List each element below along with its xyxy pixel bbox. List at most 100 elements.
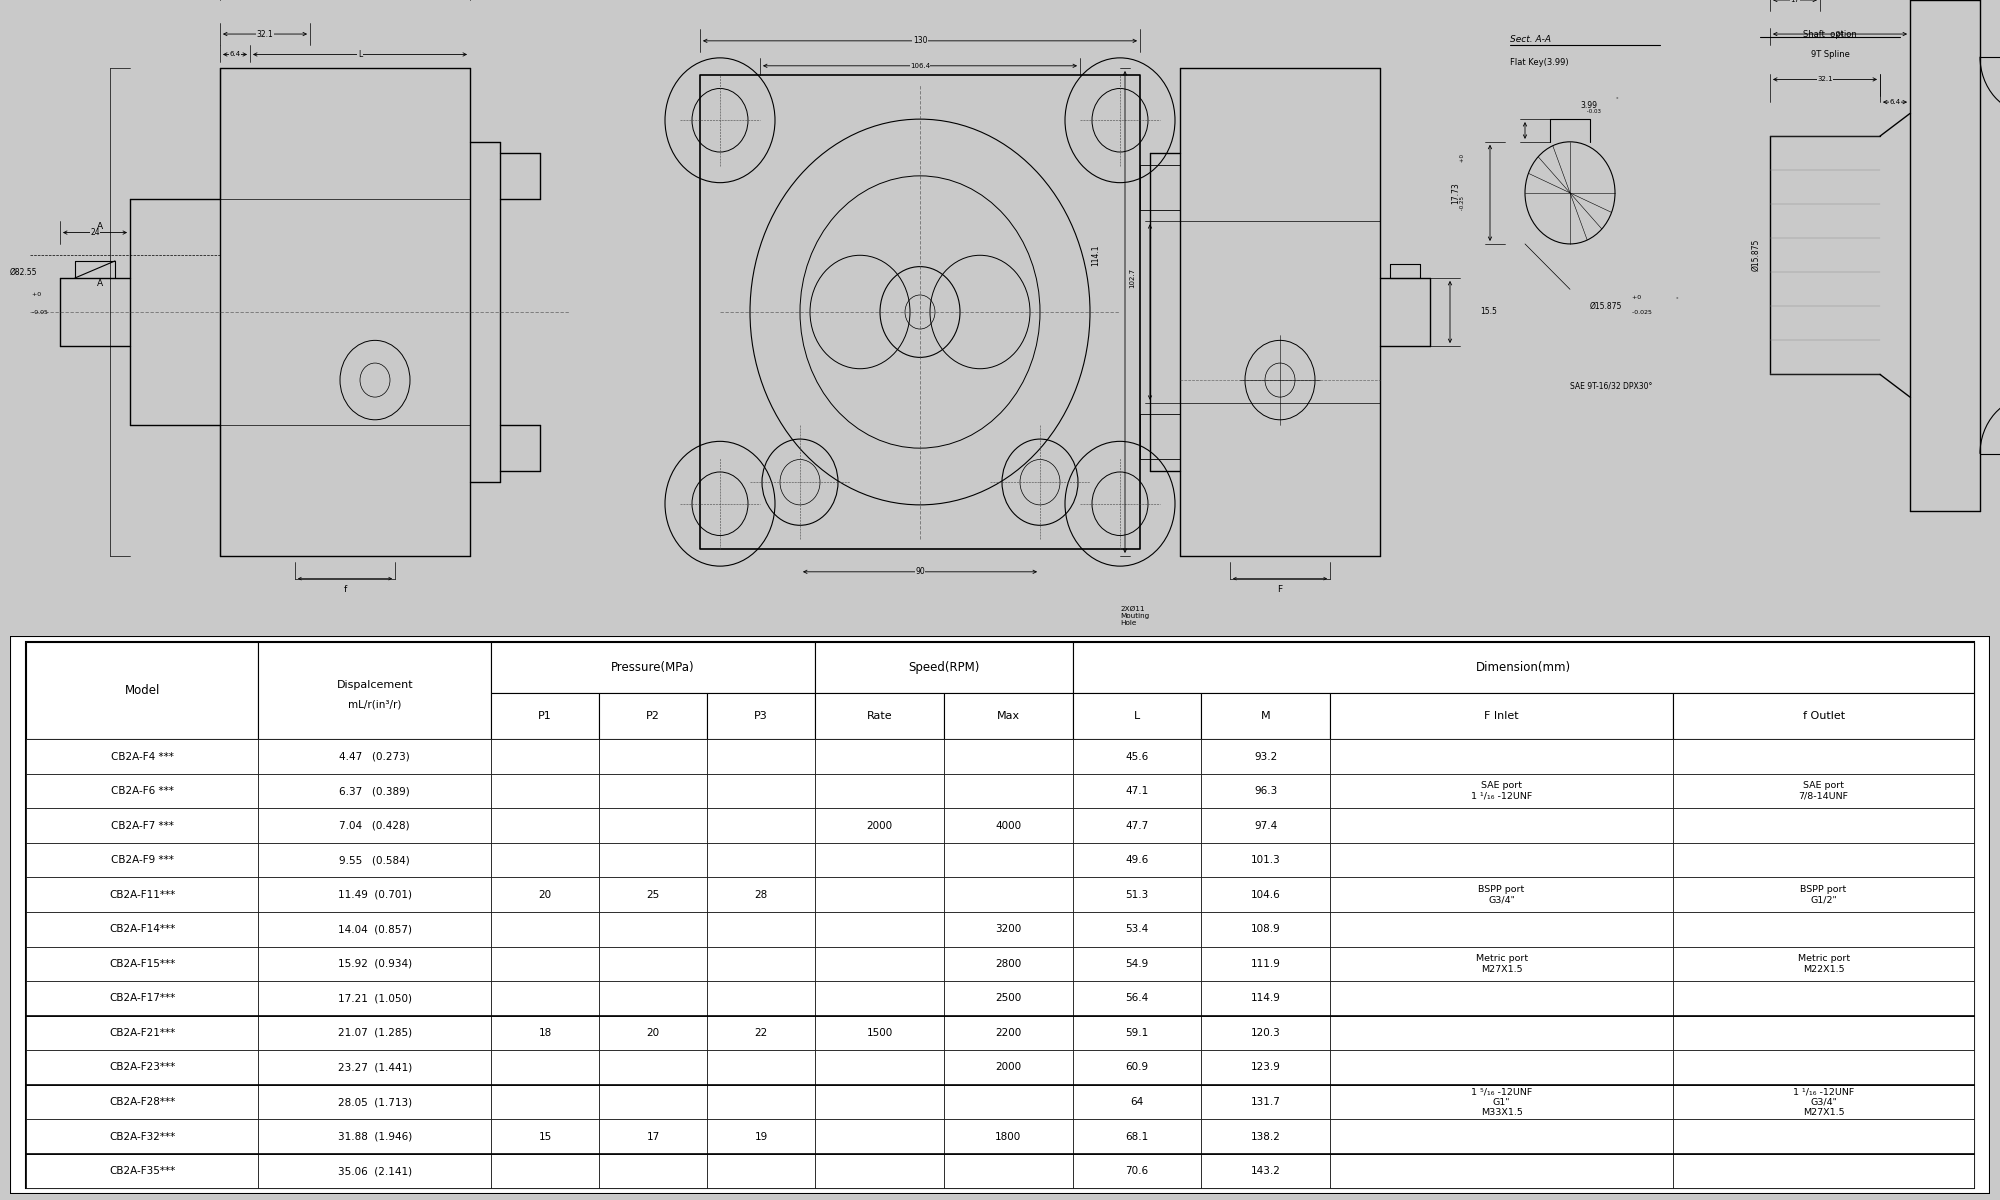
Bar — [944, 842, 1072, 877]
Bar — [1330, 912, 1672, 947]
Text: CB2A-F11***: CB2A-F11*** — [110, 889, 176, 900]
Text: 21.07  (1.285): 21.07 (1.285) — [338, 1028, 412, 1038]
Text: 143.2: 143.2 — [1250, 1166, 1280, 1176]
Bar — [1072, 1120, 1202, 1154]
Text: 20: 20 — [538, 889, 552, 900]
Text: 14.04  (0.857): 14.04 (0.857) — [338, 924, 412, 935]
Bar — [708, 809, 816, 842]
Bar — [816, 774, 944, 809]
Bar — [1202, 912, 1330, 947]
Text: 2200: 2200 — [996, 1028, 1022, 1038]
Text: SAE 9T-16/32 DPX30°: SAE 9T-16/32 DPX30° — [1570, 382, 1652, 390]
Bar — [1072, 694, 1202, 739]
Bar — [944, 947, 1072, 982]
Bar — [26, 842, 258, 877]
Text: 2800: 2800 — [996, 959, 1022, 968]
Bar — [26, 642, 258, 739]
Text: f: f — [344, 586, 346, 594]
Text: 111.9: 111.9 — [1250, 959, 1280, 968]
Bar — [1672, 1015, 1974, 1050]
Text: 2000: 2000 — [866, 821, 892, 830]
Text: 6.4: 6.4 — [230, 52, 240, 58]
Bar — [816, 982, 944, 1015]
Bar — [944, 1050, 1072, 1085]
Text: CB2A-F23***: CB2A-F23*** — [110, 1062, 176, 1073]
Bar — [258, 1050, 492, 1085]
Bar — [708, 1085, 816, 1120]
Bar — [492, 947, 600, 982]
Text: 20: 20 — [646, 1028, 660, 1038]
Bar — [492, 1050, 600, 1085]
Text: -0.25: -0.25 — [1460, 197, 1464, 212]
Bar — [1330, 842, 1672, 877]
Bar — [944, 774, 1072, 809]
Text: 96.3: 96.3 — [1254, 786, 1278, 796]
Text: 35.06  (2.141): 35.06 (2.141) — [338, 1166, 412, 1176]
Text: 23.27  (1.441): 23.27 (1.441) — [338, 1062, 412, 1073]
Text: Sect. A-A: Sect. A-A — [1510, 35, 1552, 44]
Text: 11.49  (0.701): 11.49 (0.701) — [338, 889, 412, 900]
Bar — [708, 912, 816, 947]
Text: Dimension(mm): Dimension(mm) — [1476, 661, 1570, 674]
Text: 47.1: 47.1 — [1126, 786, 1148, 796]
Bar — [1072, 1085, 1202, 1120]
Bar — [1072, 1015, 1202, 1050]
Text: 18: 18 — [538, 1028, 552, 1038]
Text: 54.9: 54.9 — [1126, 959, 1148, 968]
Bar — [26, 877, 258, 912]
Text: Pressure(MPa): Pressure(MPa) — [612, 661, 694, 674]
Bar — [1140, 414, 1180, 460]
Bar — [600, 774, 708, 809]
Bar — [1202, 1050, 1330, 1085]
Text: 4000: 4000 — [996, 821, 1022, 830]
Bar — [944, 1154, 1072, 1188]
Text: 120.3: 120.3 — [1250, 1028, 1280, 1038]
Text: 31.88  (1.946): 31.88 (1.946) — [338, 1132, 412, 1141]
Bar — [1072, 982, 1202, 1015]
Bar — [492, 642, 816, 694]
Bar — [944, 1015, 1072, 1050]
Bar — [1672, 774, 1974, 809]
Bar — [26, 809, 258, 842]
Bar — [492, 842, 600, 877]
Text: f Outlet: f Outlet — [1802, 712, 1844, 721]
Bar — [816, 1120, 944, 1154]
Bar — [26, 1120, 258, 1154]
Text: 59.1: 59.1 — [1126, 1028, 1148, 1038]
Bar — [258, 1015, 492, 1050]
Text: 47.7: 47.7 — [1126, 821, 1148, 830]
Text: 17: 17 — [1790, 0, 1800, 2]
Bar — [600, 1015, 708, 1050]
Bar — [1672, 982, 1974, 1015]
Bar — [1672, 1085, 1974, 1120]
Text: 1800: 1800 — [996, 1132, 1022, 1141]
Text: F: F — [1278, 586, 1282, 594]
Bar — [1072, 1050, 1202, 1085]
Bar — [600, 1050, 708, 1085]
Bar — [1330, 774, 1672, 809]
Bar — [1330, 1085, 1672, 1120]
Text: +0: +0 — [1460, 154, 1464, 164]
Text: 6.37   (0.389): 6.37 (0.389) — [340, 786, 410, 796]
Text: Metric port
M27X1.5: Metric port M27X1.5 — [1476, 954, 1528, 973]
Bar — [492, 982, 600, 1015]
Bar — [944, 809, 1072, 842]
Bar — [26, 1050, 258, 1085]
Text: Ø82.55: Ø82.55 — [10, 268, 38, 277]
Text: 131.7: 131.7 — [1250, 1097, 1280, 1108]
Bar — [1330, 947, 1672, 982]
Text: SAE port
1 ¹/₁₆ -12UNF: SAE port 1 ¹/₁₆ -12UNF — [1470, 781, 1532, 800]
Bar — [26, 739, 258, 774]
Bar — [1672, 739, 1974, 774]
Bar — [492, 774, 600, 809]
Bar — [944, 877, 1072, 912]
Text: 123.9: 123.9 — [1250, 1062, 1280, 1073]
Text: Ø15.875: Ø15.875 — [1752, 239, 1760, 271]
Text: 7.04   (0.428): 7.04 (0.428) — [340, 821, 410, 830]
Bar — [816, 947, 944, 982]
Text: BSPP port
G1/2": BSPP port G1/2" — [1800, 886, 1846, 905]
Text: mL/r(in³/r): mL/r(in³/r) — [348, 700, 402, 709]
Text: Model: Model — [124, 684, 160, 697]
Text: 15.92  (0.934): 15.92 (0.934) — [338, 959, 412, 968]
Bar — [1330, 1015, 1672, 1050]
